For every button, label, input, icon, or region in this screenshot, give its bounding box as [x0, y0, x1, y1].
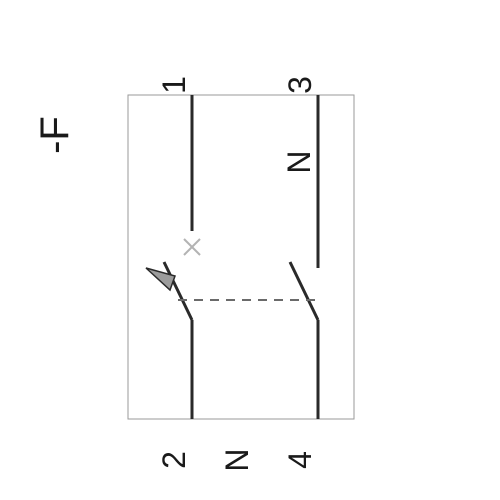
breaker-x-icon — [184, 239, 200, 255]
terminal-1-label: 1 — [156, 76, 192, 94]
pole-2-contact — [290, 262, 318, 320]
terminal-4-label: 4 — [282, 451, 318, 469]
pole-1-contact — [164, 262, 192, 320]
terminal-2-label: 2 — [156, 451, 192, 469]
trip-arrow-icon — [146, 268, 175, 290]
circuit-breaker-symbol: -F 1 2 3 4 N N — [0, 0, 500, 500]
pole-1: 1 2 — [146, 76, 200, 469]
pole-2: 3 4 N N — [219, 76, 318, 471]
device-frame — [128, 95, 354, 419]
terminal-3-label: 3 — [282, 76, 318, 94]
device-label: -F — [33, 116, 77, 154]
neutral-mark-top: N — [281, 150, 317, 173]
neutral-mark-bottom: N — [219, 448, 255, 471]
